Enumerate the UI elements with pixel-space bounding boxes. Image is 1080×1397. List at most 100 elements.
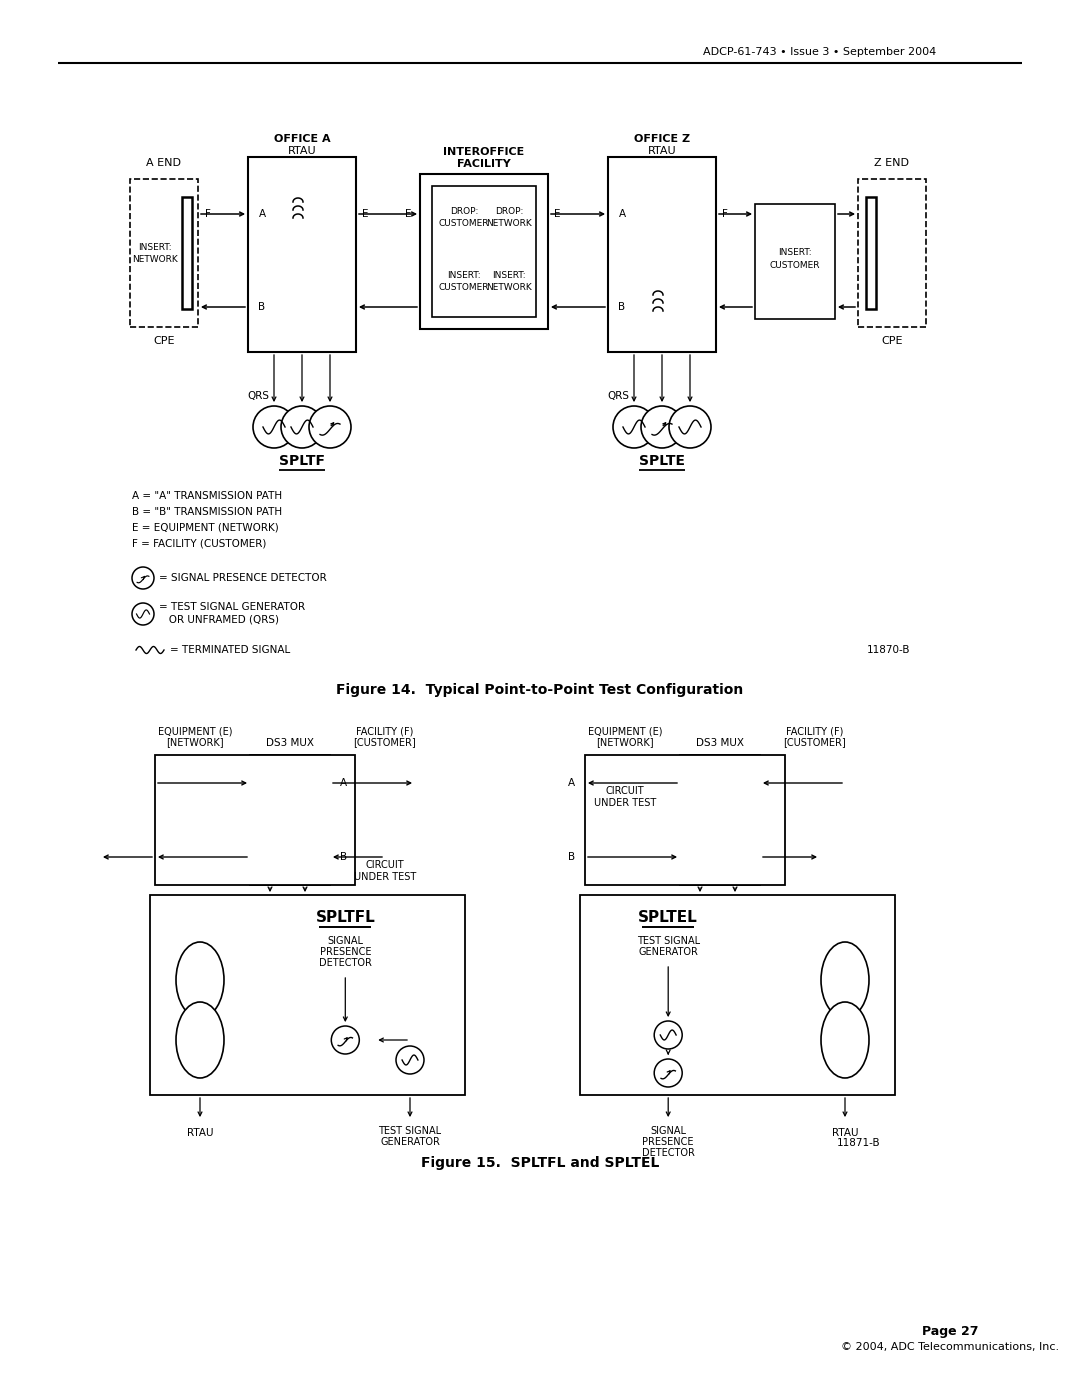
Bar — [156, 754, 355, 886]
Bar — [680, 754, 760, 886]
Text: UNDER TEST: UNDER TEST — [354, 872, 416, 882]
Bar — [585, 754, 785, 886]
Bar — [150, 895, 465, 1095]
Text: A: A — [258, 210, 266, 219]
Text: UNDER TEST: UNDER TEST — [594, 798, 657, 807]
Bar — [866, 197, 876, 309]
Text: E: E — [362, 210, 368, 219]
Text: FACILITY (F): FACILITY (F) — [356, 726, 414, 736]
Text: [CUSTOMER]: [CUSTOMER] — [353, 738, 417, 747]
Bar — [858, 179, 926, 327]
Text: = TEST SIGNAL GENERATOR: = TEST SIGNAL GENERATOR — [159, 602, 306, 612]
Ellipse shape — [821, 1002, 869, 1078]
Text: RTAU: RTAU — [287, 147, 316, 156]
Text: [NETWORK]: [NETWORK] — [166, 738, 224, 747]
Text: QRS: QRS — [247, 391, 269, 401]
Text: DS3 MUX: DS3 MUX — [696, 738, 744, 747]
Bar — [249, 754, 330, 886]
Text: Z END: Z END — [875, 158, 909, 168]
Text: CIRCUIT: CIRCUIT — [366, 861, 404, 870]
Text: GENERATOR: GENERATOR — [380, 1137, 440, 1147]
Text: B: B — [258, 302, 266, 312]
Text: RTAU: RTAU — [187, 1127, 213, 1139]
Text: NETWORK: NETWORK — [132, 256, 178, 264]
Circle shape — [309, 407, 351, 448]
Text: A: A — [340, 778, 347, 788]
Text: PRESENCE: PRESENCE — [643, 1137, 694, 1147]
Ellipse shape — [821, 942, 869, 1018]
Text: = TERMINATED SIGNAL: = TERMINATED SIGNAL — [170, 645, 291, 655]
Text: OFFICE A: OFFICE A — [273, 134, 330, 144]
Text: RTAU: RTAU — [648, 147, 676, 156]
Text: B: B — [340, 852, 347, 862]
Text: INSERT:: INSERT: — [779, 249, 812, 257]
Text: EQUIPMENT (E): EQUIPMENT (E) — [158, 726, 232, 736]
Text: F = FACILITY (CUSTOMER): F = FACILITY (CUSTOMER) — [132, 539, 267, 549]
Bar — [248, 156, 356, 352]
Text: EQUIPMENT (E): EQUIPMENT (E) — [588, 726, 662, 736]
Text: DROP:: DROP: — [495, 207, 523, 215]
Text: = SIGNAL PRESENCE DETECTOR: = SIGNAL PRESENCE DETECTOR — [159, 573, 327, 583]
Text: E: E — [405, 210, 411, 219]
Circle shape — [613, 407, 654, 448]
Text: INSERT:: INSERT: — [447, 271, 481, 279]
Text: CUSTOMER: CUSTOMER — [438, 282, 489, 292]
Text: FACILITY: FACILITY — [457, 159, 511, 169]
Bar — [432, 186, 536, 317]
Text: INTEROFFICE: INTEROFFICE — [444, 147, 525, 156]
Text: Figure 15.  SPLTFL and SPLTEL: Figure 15. SPLTFL and SPLTEL — [421, 1155, 659, 1171]
Bar — [183, 197, 192, 309]
Circle shape — [654, 1059, 683, 1087]
Text: SPLTFL: SPLTFL — [315, 909, 375, 925]
Text: 11870-B: 11870-B — [866, 645, 910, 655]
Circle shape — [654, 1021, 683, 1049]
Text: CUSTOMER: CUSTOMER — [770, 261, 820, 270]
Text: CPE: CPE — [153, 337, 175, 346]
Text: DETECTOR: DETECTOR — [642, 1148, 694, 1158]
Text: SPLTF: SPLTF — [279, 454, 325, 468]
Text: Page 27: Page 27 — [921, 1326, 978, 1338]
Text: QRS: QRS — [607, 391, 629, 401]
Circle shape — [642, 407, 683, 448]
Text: F: F — [205, 210, 211, 219]
Bar — [420, 175, 548, 330]
Text: CPE: CPE — [881, 337, 903, 346]
Text: TEST SIGNAL: TEST SIGNAL — [378, 1126, 442, 1136]
Bar — [580, 895, 895, 1095]
Bar — [755, 204, 835, 319]
Text: DETECTOR: DETECTOR — [319, 958, 372, 968]
Text: E: E — [554, 210, 561, 219]
Text: B = "B" TRANSMISSION PATH: B = "B" TRANSMISSION PATH — [132, 507, 282, 517]
Bar — [608, 156, 716, 352]
Text: A: A — [568, 778, 575, 788]
Circle shape — [396, 1046, 424, 1074]
Text: Figure 14.  Typical Point-to-Point Test Configuration: Figure 14. Typical Point-to-Point Test C… — [336, 683, 744, 697]
Text: TEST SIGNAL: TEST SIGNAL — [636, 936, 700, 946]
Text: DROP:: DROP: — [449, 207, 478, 215]
Text: SPLTEL: SPLTEL — [638, 909, 698, 925]
Text: SPLTE: SPLTE — [639, 454, 685, 468]
Text: OR UNFRAMED (QRS): OR UNFRAMED (QRS) — [159, 615, 279, 624]
Circle shape — [669, 407, 711, 448]
Text: B: B — [568, 852, 575, 862]
Bar — [130, 179, 198, 327]
Text: NETWORK: NETWORK — [486, 218, 531, 228]
Circle shape — [132, 567, 154, 590]
Text: 11871-B: 11871-B — [836, 1139, 880, 1148]
Text: ADCP-61-743 • Issue 3 • September 2004: ADCP-61-743 • Issue 3 • September 2004 — [703, 47, 936, 57]
Text: A END: A END — [147, 158, 181, 168]
Text: NETWORK: NETWORK — [486, 282, 531, 292]
Text: DS3 MUX: DS3 MUX — [266, 738, 314, 747]
Text: E = EQUIPMENT (NETWORK): E = EQUIPMENT (NETWORK) — [132, 522, 279, 534]
Text: A: A — [619, 210, 625, 219]
Text: [NETWORK]: [NETWORK] — [596, 738, 653, 747]
Text: CUSTOMER: CUSTOMER — [438, 218, 489, 228]
Text: B: B — [619, 302, 625, 312]
Text: A = "A" TRANSMISSION PATH: A = "A" TRANSMISSION PATH — [132, 490, 282, 502]
Text: GENERATOR: GENERATOR — [638, 947, 698, 957]
Text: FACILITY (F): FACILITY (F) — [786, 726, 843, 736]
Text: RTAU: RTAU — [832, 1127, 859, 1139]
Text: SIGNAL: SIGNAL — [650, 1126, 686, 1136]
Text: CIRCUIT: CIRCUIT — [606, 787, 645, 796]
Text: INSERT:: INSERT: — [492, 271, 526, 279]
